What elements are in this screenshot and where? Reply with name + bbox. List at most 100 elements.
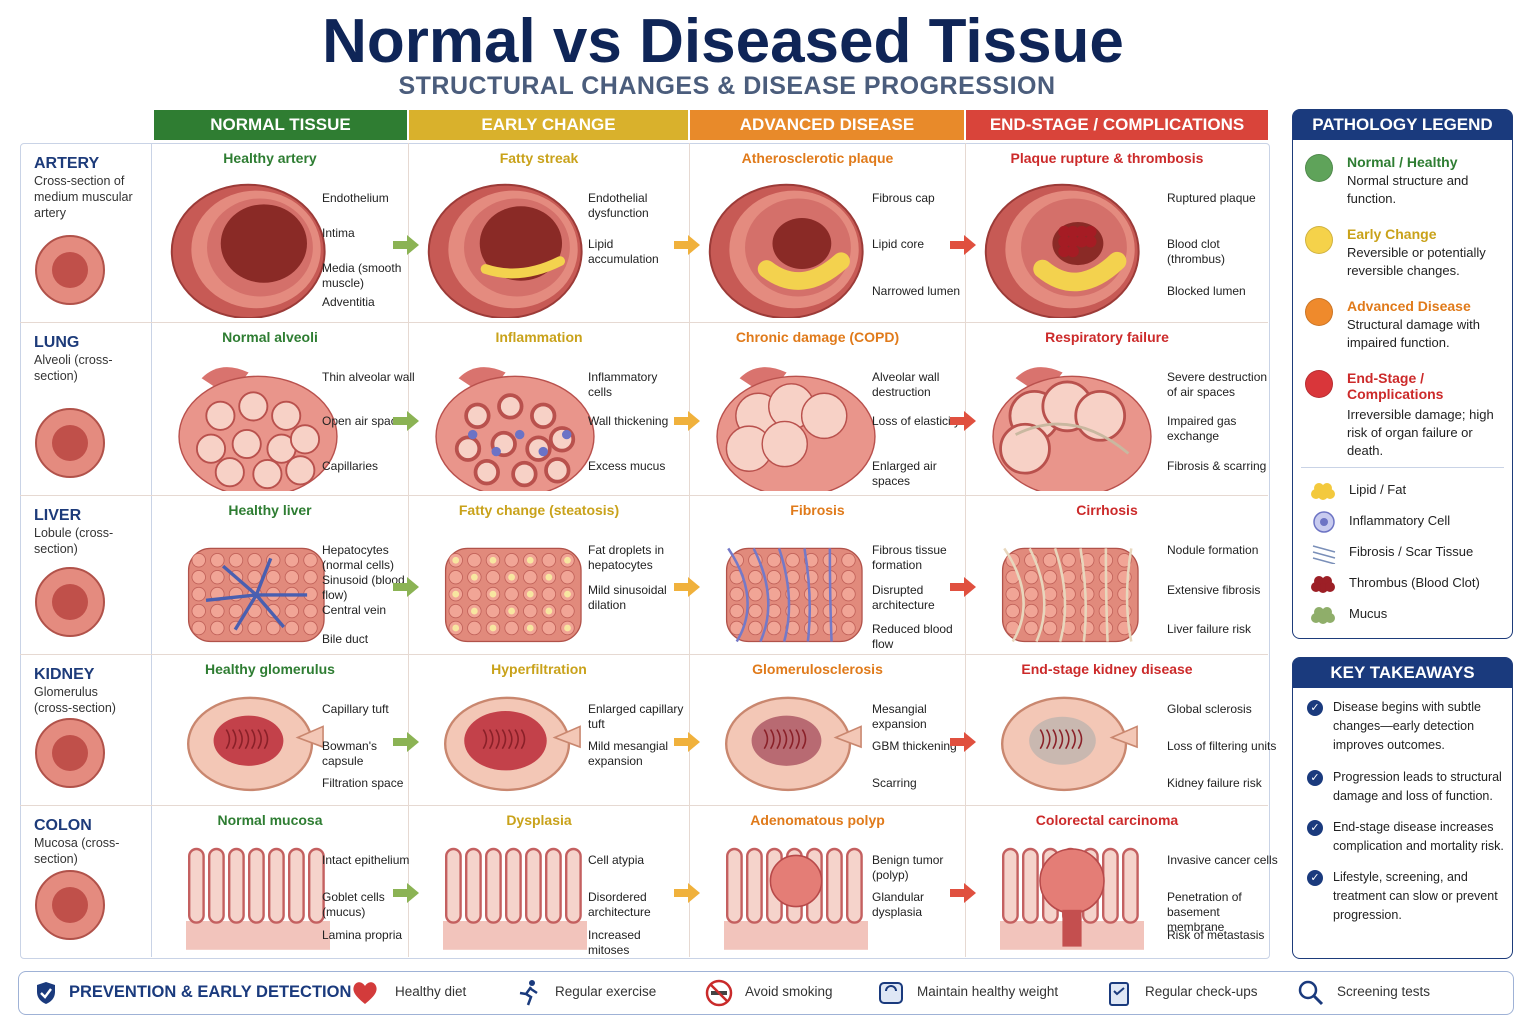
column-header-endstage: END-STAGE / COMPLICATIONS	[966, 110, 1268, 140]
prevention-label: Regular exercise	[555, 984, 657, 999]
annotation-label: Benign tumor (polyp)	[872, 853, 944, 882]
stage-color-dot-icon	[1305, 154, 1333, 182]
cell-title: Dysplasia	[506, 812, 572, 828]
progression-arrow-icon	[674, 576, 700, 597]
check-icon: ✓	[1307, 770, 1323, 786]
stage-color-dot-icon	[1305, 370, 1333, 398]
page-title: Normal vs Diseased Tissue	[322, 7, 1124, 76]
lipid-fat-icon	[1311, 483, 1335, 500]
legend-stage-desc: Reversible or potentially reversible cha…	[1347, 245, 1486, 278]
cell-title: Adenomatous polyp	[750, 812, 885, 828]
cell-title: Cirrhosis	[1076, 502, 1138, 518]
shield-icon	[37, 982, 55, 1004]
tissue-illustration	[984, 183, 1140, 318]
tissue-illustration	[724, 696, 862, 792]
organ-thumbnail-icon	[35, 567, 105, 637]
annotation-label: Wall thickening	[588, 414, 669, 429]
annotation-label: Intact epithelium	[322, 853, 410, 867]
prevention-bar: PREVENTION & EARLY DETECTION Healthy die…	[18, 971, 1514, 1015]
annotation-label: Ruptured plaque	[1167, 191, 1256, 205]
annotation-label: Thin alveolar wall	[322, 370, 415, 384]
cell-title: Chronic damage (COPD)	[735, 329, 900, 345]
cell-title: Normal mucosa	[217, 812, 323, 828]
progression-arrow-icon	[674, 731, 700, 752]
annotation-label: Fibrous cap	[872, 191, 935, 205]
tissue-illustration	[186, 696, 324, 792]
cell-title: Inflammation	[495, 329, 583, 345]
clipboard-icon	[1109, 982, 1129, 1006]
cell-title: Atherosclerotic plaque	[741, 150, 894, 166]
row-description: Lobule (cross-section)	[34, 526, 114, 556]
progression-arrow-icon	[674, 883, 700, 903]
magnifier-icon	[1298, 980, 1324, 1006]
annotation-label: Inflammatory cells	[588, 370, 658, 399]
annotation-label: Lipid accumulation	[588, 237, 659, 267]
mucus-icon	[1311, 607, 1335, 624]
grid-divider	[151, 143, 152, 957]
annotation-label: Kidney failure risk	[1167, 776, 1262, 790]
progression-arrow-icon	[393, 410, 419, 431]
tissue-illustration	[1001, 547, 1139, 643]
progression-arrow-icon	[950, 731, 976, 752]
annotation-label: Fat droplets in hepatocytes	[588, 543, 665, 572]
takeaway-text: Disease begins with subtle changes—early…	[1333, 700, 1481, 752]
cell-title: Fatty change (steatosis)	[458, 502, 620, 518]
row-name: LIVER	[34, 507, 82, 524]
cell-title: Respiratory failure	[1045, 329, 1169, 345]
annotation-label: Hepatocytes (normal cells)	[322, 543, 395, 572]
annotation-label: Intima	[322, 225, 355, 240]
organ-thumbnail-icon	[35, 408, 105, 478]
check-icon: ✓	[1307, 870, 1323, 886]
stage-color-dot-icon	[1305, 226, 1333, 254]
tissue-illustration	[444, 547, 582, 643]
row-description: Cross-section of medium muscular artery	[34, 174, 133, 220]
legend-symbol-label: Mucus	[1349, 606, 1388, 621]
takeaway-text: Progression leads to structural damage a…	[1333, 770, 1502, 803]
progression-arrow-icon	[950, 883, 976, 903]
legend-stage-name: End-Stage / Complications	[1347, 370, 1444, 402]
row-description: Glomerulus (cross-section)	[34, 685, 116, 715]
annotation-label: Capillaries	[322, 458, 379, 473]
row-name: KIDNEY	[34, 666, 95, 683]
annotation-label: Fibrosis & scarring	[1167, 458, 1267, 473]
progression-arrow-icon	[393, 731, 419, 752]
tissue-illustration	[186, 847, 330, 950]
grid-divider	[689, 143, 690, 957]
annotation-label: Disrupted architecture	[872, 582, 935, 612]
annotation-label: Scarring	[872, 776, 917, 790]
annotation-label: Loss of filtering units	[1167, 739, 1277, 753]
annotation-label: Impaired gas exchange	[1167, 414, 1237, 444]
prevention-label: Healthy diet	[395, 984, 467, 999]
row-label-colon: COLON Mucosa (cross-section)	[20, 817, 150, 867]
inflammatory-cell-icon	[1313, 511, 1335, 533]
annotation-label: Liver failure risk	[1167, 622, 1252, 637]
row-name: LUNG	[34, 334, 80, 351]
annotation-label: Open air space	[322, 414, 404, 429]
progression-arrow-icon	[674, 234, 700, 255]
organ-thumbnail-icon	[35, 718, 105, 788]
annotation-label: Narrowed lumen	[872, 283, 961, 298]
row-label-kidney: KIDNEY Glomerulus (cross-section)	[20, 666, 150, 716]
annotation-label: Endothelial dysfunction	[588, 191, 649, 220]
row-label-artery: ARTERY Cross-section of medium muscular a…	[20, 155, 150, 221]
row-description: Mucosa (cross-section)	[34, 836, 120, 866]
column-header-advanced: ADVANCED DISEASE	[690, 110, 964, 140]
annotation-label: Central vein	[322, 602, 387, 617]
row-name: ARTERY	[34, 155, 100, 172]
cell-title: Healthy liver	[228, 502, 312, 518]
legend-stage-desc: Irreversible damage; high risk of organ …	[1347, 407, 1494, 458]
tissue-illustration	[427, 183, 583, 318]
prevention-title: PREVENTION & EARLY DETECTION	[69, 983, 352, 1001]
annotation-label: Alveolar wall destruction	[872, 370, 940, 399]
tissue-illustration	[992, 367, 1152, 491]
grid-divider	[20, 805, 1268, 806]
legend-stage-name: Normal / Healthy	[1347, 154, 1458, 170]
annotation-label: Glandular dysplasia	[872, 890, 925, 920]
annotation-label: Blood clot (thrombus)	[1167, 237, 1226, 267]
takeaway-text: Lifestyle, screening, and treatment can …	[1333, 870, 1498, 922]
annotation-label: Endothelium	[322, 191, 389, 205]
tissue-illustration	[1000, 696, 1138, 792]
tissue-illustration	[443, 696, 581, 792]
grid-divider	[408, 143, 409, 957]
annotation-label: Cell atypia	[588, 853, 645, 867]
